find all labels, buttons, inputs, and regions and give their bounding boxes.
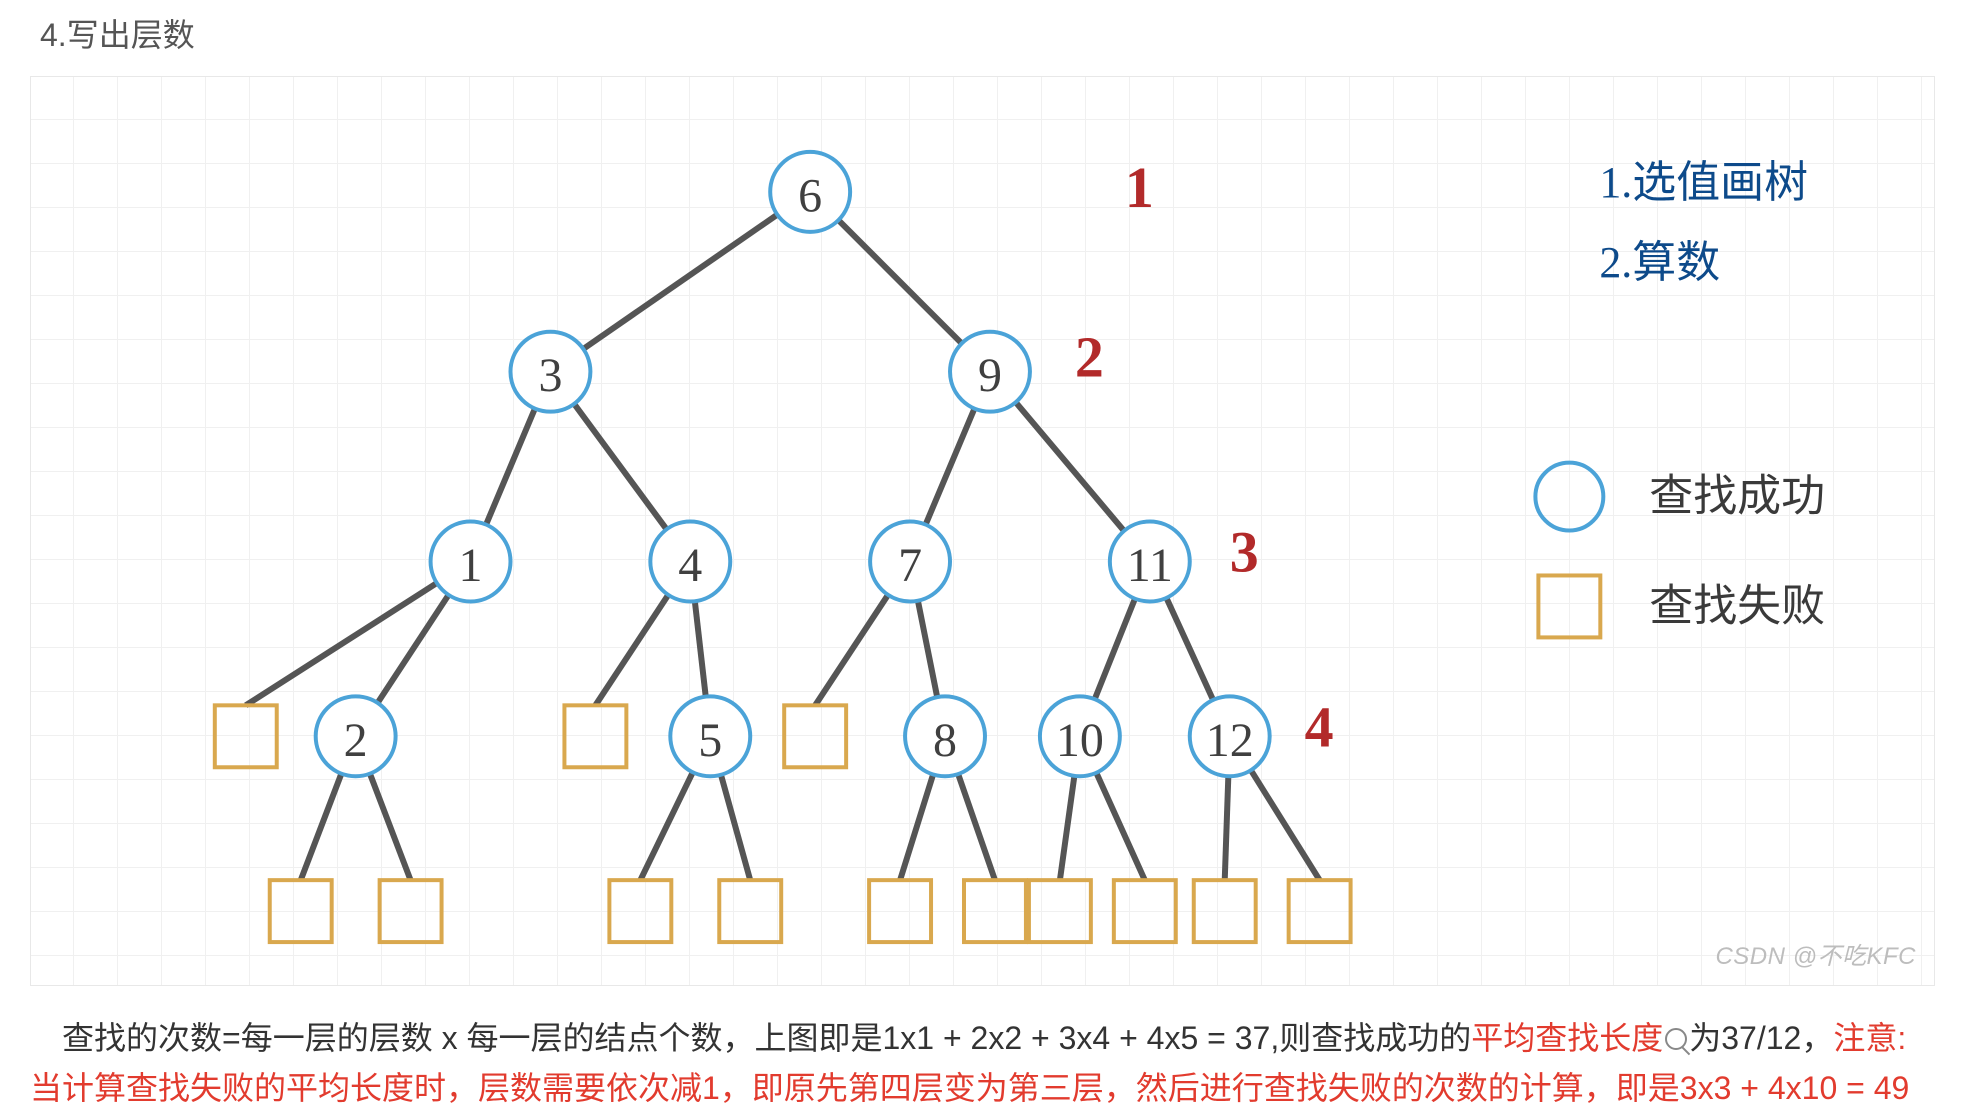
caption-paragraph: 查找的次数=每一层的层数 x 每一层的结点个数，上图即是1x1 + 2x2 + … <box>30 1014 1935 1113</box>
caption-text: 为37/12， <box>1689 1020 1833 1056</box>
level-label: 4 <box>1305 694 1334 759</box>
fail-box <box>719 880 781 942</box>
watermark: CSDN @不吃KFC <box>1715 936 1916 971</box>
legend-fail-label: 查找失败 <box>1649 581 1825 630</box>
magnifier-icon <box>1665 1028 1687 1050</box>
tree-node-label: 4 <box>678 539 702 592</box>
tree-edge <box>583 215 777 349</box>
fail-box <box>564 705 626 767</box>
tree-edge <box>574 404 666 529</box>
fail-box <box>784 705 846 767</box>
tree-edge <box>1060 776 1074 880</box>
fail-box <box>1029 880 1091 942</box>
legend-fail-icon <box>1538 575 1600 637</box>
tree-edge <box>1096 773 1144 880</box>
level-label: 3 <box>1230 519 1259 584</box>
tree-edge <box>1016 402 1124 531</box>
level-label: 1 <box>1125 155 1154 220</box>
tree-edge <box>926 409 975 525</box>
fail-box <box>609 880 671 942</box>
tree-edge <box>595 595 668 705</box>
tree-node-label: 6 <box>798 169 822 222</box>
note-item: 1.选值画树 <box>1599 158 1808 207</box>
caption-text: 查找的次数=每一层的层数 x 每一层的结点个数，上图即是1x1 + 2x2 + … <box>30 1020 1471 1056</box>
fail-box <box>270 880 332 942</box>
tree-node-label: 5 <box>698 714 722 767</box>
tree-node-label: 7 <box>898 539 922 592</box>
fail-box <box>869 880 931 942</box>
tree-node-label: 11 <box>1127 539 1173 592</box>
section-title: 4.写出层数 <box>40 10 1935 56</box>
tree-edge <box>1251 770 1320 880</box>
tree-node-label: 2 <box>344 714 368 767</box>
tree-edge <box>246 583 437 705</box>
note-item: 2.算数 <box>1599 238 1720 287</box>
fail-box <box>380 880 442 942</box>
tree-node-label: 8 <box>933 714 957 767</box>
caption-link[interactable]: 平均查找长度 <box>1471 1020 1663 1056</box>
legend-success-label: 查找成功 <box>1649 472 1825 521</box>
fail-box <box>1289 880 1351 942</box>
tree-edge <box>1225 776 1229 880</box>
fail-box <box>1114 880 1176 942</box>
tree-node-label: 3 <box>538 349 562 402</box>
fail-box <box>215 705 277 767</box>
tree-node-label: 9 <box>978 349 1002 402</box>
fail-box <box>1194 880 1256 942</box>
tree-node-label: 1 <box>459 539 483 592</box>
tree-edge <box>486 409 535 525</box>
tree-edge <box>721 775 750 880</box>
tree-edge <box>1095 599 1135 700</box>
fail-box <box>964 880 1026 942</box>
tree-edge <box>1166 598 1213 700</box>
tree-edge <box>838 220 961 343</box>
tree-diagram-container: 63914711258101212341.选值画树2.算数查找成功查找失败 CS… <box>30 76 1935 986</box>
tree-svg: 63914711258101212341.选值画树2.算数查找成功查找失败 <box>31 77 1934 986</box>
tree-edge <box>695 601 706 696</box>
tree-edge <box>900 774 933 880</box>
tree-edge <box>301 774 342 881</box>
tree-edge <box>640 772 692 880</box>
legend-success-icon <box>1535 463 1603 531</box>
tree-edge <box>958 774 995 880</box>
tree-node-label: 10 <box>1056 714 1104 767</box>
tree-node-label: 12 <box>1206 714 1254 767</box>
level-label: 2 <box>1075 325 1104 390</box>
tree-edge <box>815 595 888 705</box>
tree-edge <box>918 601 937 697</box>
tree-edge <box>370 774 411 881</box>
